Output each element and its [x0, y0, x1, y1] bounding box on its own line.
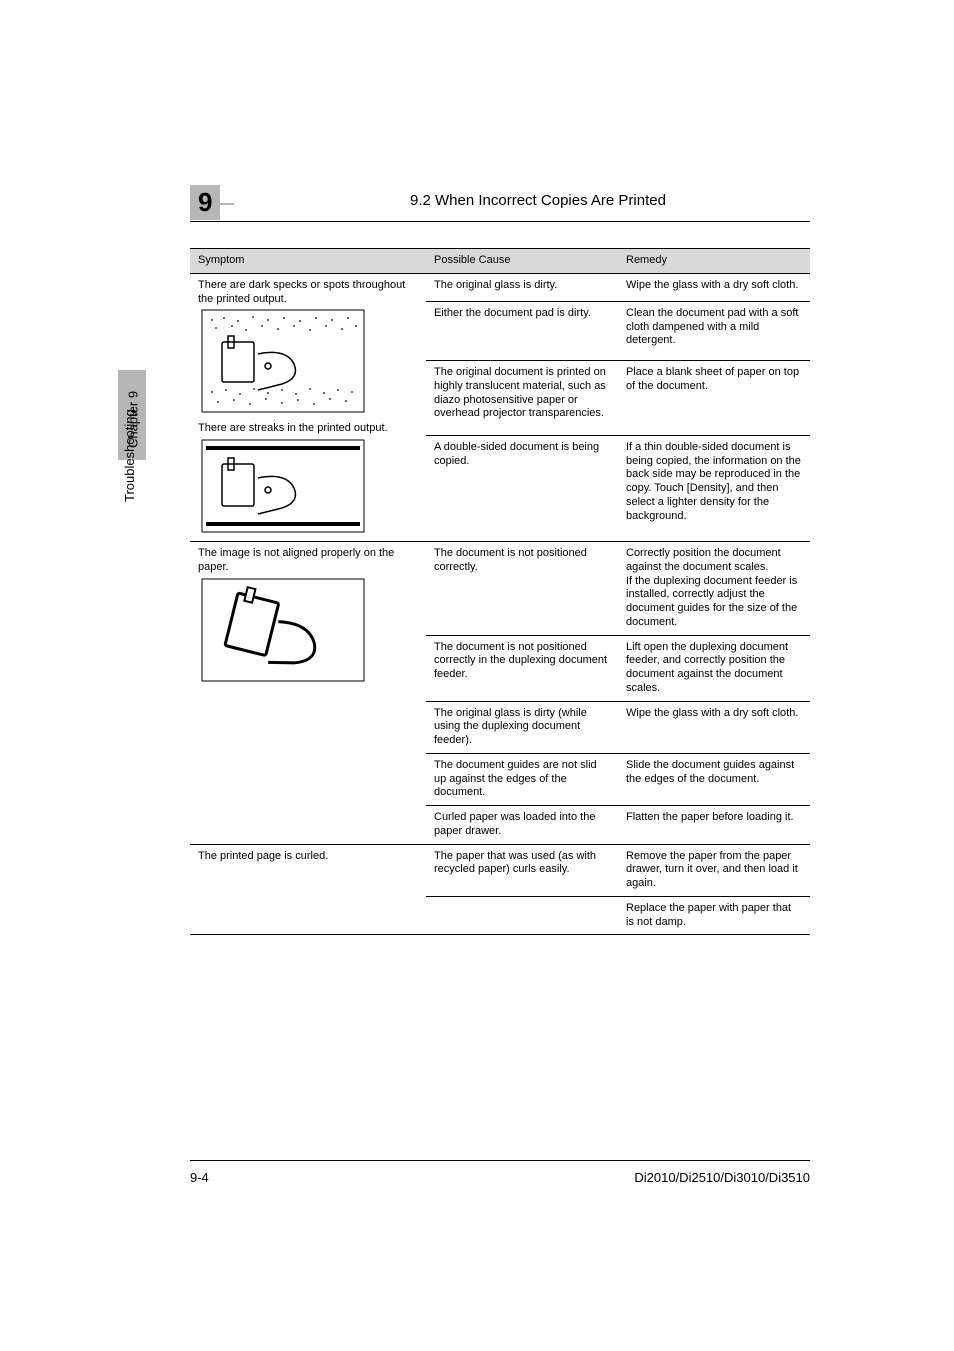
page: 9 9.2 When Incorrect Copies Are Printed … — [0, 0, 954, 1351]
troubleshooting-table: Symptom Possible Cause Remedy There are … — [190, 248, 810, 935]
remedy-cell: Place a blank sheet of paper on top of t… — [618, 361, 810, 436]
table-row: The printed page is curled. The paper th… — [190, 844, 810, 896]
specks-illustration-icon — [198, 306, 368, 416]
remedy-cell: Wipe the glass with a dry soft cloth. — [618, 701, 810, 753]
cause-cell: Either the document pad is dirty. — [426, 301, 618, 360]
cause-cell: Curled paper was loaded into the paper d… — [426, 806, 618, 845]
remedy-cell: Wipe the glass with a dry soft cloth. — [618, 273, 810, 301]
symptom-text: There are streaks in the printed output. — [198, 422, 418, 436]
model-line: Di2010/Di2510/Di3010/Di3510 — [634, 1170, 810, 1185]
remedy-cell: Lift open the duplexing document feeder,… — [618, 635, 810, 701]
page-number: 9-4 — [190, 1170, 209, 1185]
table-head-row: Symptom Possible Cause Remedy — [190, 249, 810, 274]
remedy-cell: Flatten the paper before loading it. — [618, 806, 810, 845]
symptom-text: The image is not aligned properly on the… — [198, 547, 418, 575]
chapter-number-badge: 9 — [190, 185, 220, 220]
symptom-cell: There are dark specks or spots throughou… — [190, 273, 426, 541]
cause-cell: The original glass is dirty. — [426, 273, 618, 301]
header-rule — [190, 221, 810, 222]
cause-cell: The original glass is dirty (while using… — [426, 701, 618, 753]
footer-rule — [190, 1160, 810, 1161]
cause-cell: The document guides are not slid up agai… — [426, 753, 618, 805]
table-row: The image is not aligned properly on the… — [190, 542, 810, 636]
symptom-cell: The image is not aligned properly on the… — [190, 542, 426, 845]
cause-cell: The paper that was used (as with recycle… — [426, 844, 618, 896]
col-remedy: Remedy — [618, 249, 810, 274]
table-row: There are dark specks or spots throughou… — [190, 273, 810, 301]
symptom-text: There are dark specks or spots throughou… — [198, 279, 418, 307]
remedy-cell: Replace the paper with paper that is not… — [618, 896, 810, 935]
misaligned-illustration-icon — [198, 575, 368, 685]
cause-cell: The original document is printed on high… — [426, 361, 618, 436]
side-section-label: Troubleshooting — [122, 409, 137, 502]
remedy-cell: Remove the paper from the paper drawer, … — [618, 844, 810, 896]
cause-cell: The document is not positioned correctly… — [426, 542, 618, 636]
remedy-cell: If a thin double-sided document is being… — [618, 435, 810, 541]
remedy-cell: Slide the document guides against the ed… — [618, 753, 810, 805]
col-cause: Possible Cause — [426, 249, 618, 274]
cause-cell — [426, 896, 618, 935]
symptom-cell: The printed page is curled. — [190, 844, 426, 935]
remedy-cell: Correctly position the document against … — [618, 542, 810, 636]
section-title: 9.2 When Incorrect Copies Are Printed — [410, 192, 666, 209]
remedy-cell: Clean the document pad with a soft cloth… — [618, 301, 810, 360]
cause-cell: A double-sided document is being copied. — [426, 435, 618, 541]
cause-cell: The document is not positioned correctly… — [426, 635, 618, 701]
col-symptom: Symptom — [190, 249, 426, 274]
streaks-illustration-icon — [198, 436, 368, 536]
